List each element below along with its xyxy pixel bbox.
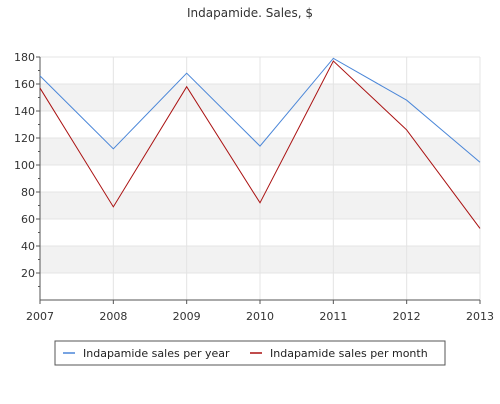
y-tick-label: 60	[21, 213, 35, 226]
y-axis-ticks: 20 40 60 80 100 120 140 160 180	[14, 51, 40, 287]
legend: Indapamide sales per year Indapamide sale…	[54, 340, 446, 366]
x-tick-label: 2009	[173, 310, 201, 323]
x-tick-label: 2010	[246, 310, 274, 323]
legend-label: Indapamide sales per month	[270, 347, 428, 360]
x-tick-label: 2012	[393, 310, 421, 323]
x-tick-label: 2008	[99, 310, 127, 323]
chart-title: Indapamide. Sales, $	[187, 6, 313, 20]
y-tick-label: 180	[14, 51, 35, 64]
x-tick-label: 2011	[319, 310, 347, 323]
y-tick-label: 20	[21, 267, 35, 280]
y-tick-label: 40	[21, 240, 35, 253]
series-line-2	[39, 60, 481, 229]
y-tick-label: 80	[21, 186, 35, 199]
y-tick-label: 140	[14, 105, 35, 118]
series-lines	[39, 57, 481, 229]
y-tick-label: 120	[14, 132, 35, 145]
x-tick-label: 2013	[466, 310, 494, 323]
series-line-1	[39, 57, 481, 163]
legend-label: Indapamide sales per year	[83, 347, 230, 360]
y-tick-label: 160	[14, 78, 35, 91]
x-axis-ticks: 2007 2008 2009 2010 2011 2012 2013	[26, 300, 494, 323]
y-tick-label: 100	[14, 159, 35, 172]
x-tick-label: 2007	[26, 310, 54, 323]
